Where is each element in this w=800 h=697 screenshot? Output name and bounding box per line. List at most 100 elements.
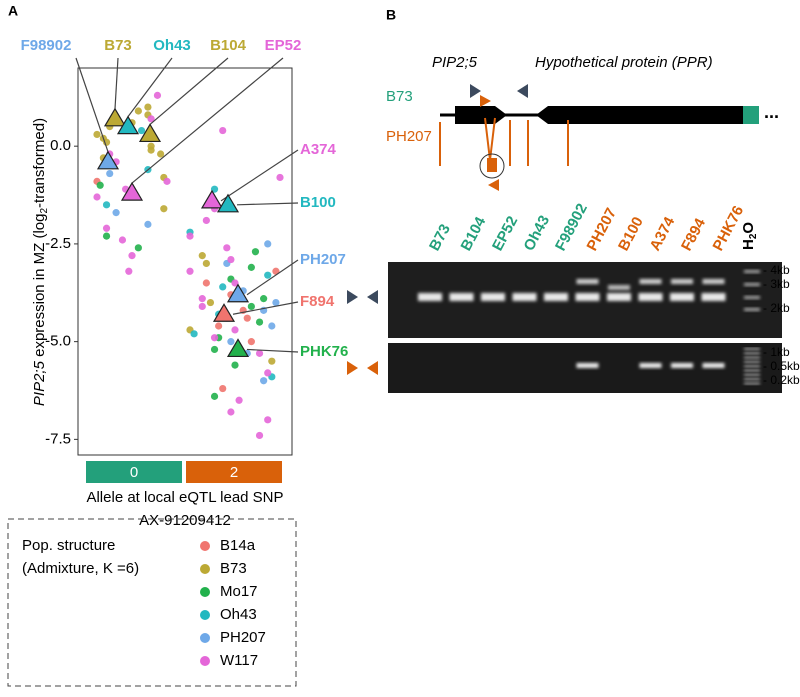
point (264, 240, 272, 248)
category-bar (86, 461, 182, 483)
point (186, 267, 194, 275)
highlight-label: Oh43 (153, 37, 191, 54)
legend-swatch (200, 541, 210, 551)
gel-band (607, 293, 631, 301)
highlight-label: F98902 (21, 37, 72, 54)
gel-band (512, 293, 537, 301)
gel-band (575, 293, 600, 301)
highlight-label: EP52 (265, 37, 302, 54)
point (231, 326, 239, 334)
point (190, 330, 198, 338)
point (163, 177, 171, 185)
point (137, 126, 146, 135)
point (247, 338, 255, 346)
ladder-band (744, 369, 760, 372)
legend-swatch (200, 564, 210, 574)
point (255, 431, 264, 440)
ladder-band (744, 348, 760, 350)
point (268, 357, 276, 365)
gel-band (670, 293, 694, 301)
x-tick-label: 2 (230, 464, 238, 481)
point (202, 216, 210, 225)
callout-line (232, 301, 299, 315)
gel-band (639, 279, 662, 284)
highlight-label: PH207 (300, 251, 346, 268)
highlight-triangle (226, 338, 250, 358)
point (227, 255, 235, 264)
point (243, 314, 251, 322)
point (235, 396, 243, 404)
point (102, 224, 111, 232)
gel-band (576, 363, 599, 368)
lane-label: EP52 (489, 213, 521, 253)
point (202, 279, 210, 287)
y-axis-label: PIP2;5 expression in MZ (log2-transforme… (31, 118, 50, 406)
point (210, 392, 219, 400)
callout-line (127, 57, 173, 117)
lane-label: Oh43 (521, 213, 554, 254)
ladder-band (744, 360, 760, 363)
ladder-band (744, 283, 760, 286)
primer-markers (347, 290, 378, 375)
legend-title: (Admixture, K =6) (22, 560, 139, 577)
point (219, 283, 227, 291)
size-marker: - 2kb (763, 301, 790, 315)
callout-line (220, 149, 299, 202)
y-label-part: 2 (39, 208, 50, 214)
point (251, 248, 260, 256)
legend-label: B14a (220, 537, 256, 554)
lane-label: A374 (647, 214, 679, 254)
panel-label: A (8, 3, 18, 19)
y-tick-label: 0.0 (50, 137, 71, 154)
legend-box (7, 518, 297, 687)
lane-label: H2O (740, 222, 759, 250)
y-tick-label: -7.5 (45, 430, 71, 447)
ladder-band (744, 382, 760, 385)
point (215, 322, 223, 330)
point (134, 244, 142, 252)
ladder-band (744, 365, 760, 368)
x-axis-label: Allele at local eQTL lead SNP (86, 489, 283, 506)
point (96, 181, 104, 189)
legend-swatch (200, 587, 210, 597)
gel-band (418, 293, 442, 301)
point (144, 220, 152, 228)
gel-band (702, 279, 725, 284)
line-label: B73 (386, 88, 413, 105)
callout-line (131, 57, 284, 184)
lane-label: B104 (458, 214, 490, 254)
point (219, 126, 227, 135)
point (219, 384, 227, 393)
gene-label: Hypothetical protein (PPR) (535, 54, 713, 71)
point (268, 322, 276, 330)
point (128, 252, 136, 260)
y-tick-label: -5.0 (45, 333, 71, 350)
point (260, 377, 268, 385)
point (227, 408, 235, 416)
callout-line (75, 57, 109, 153)
panel-label: B (386, 7, 396, 23)
point (93, 130, 101, 139)
callout-line (246, 348, 299, 353)
highlight-label: PHK76 (300, 343, 348, 360)
legend-label: Oh43 (220, 606, 257, 623)
size-marker: - 3kb (763, 277, 790, 291)
highlight-triangle (120, 181, 144, 201)
ladder-band (744, 352, 760, 355)
legend-swatch (200, 633, 210, 643)
size-marker: - 0.2kb (763, 373, 800, 387)
legend-label: B73 (220, 560, 247, 577)
legend-label: PH207 (220, 629, 266, 646)
gel-band (608, 285, 630, 290)
point (260, 295, 268, 303)
legend-title: Pop. structure (22, 537, 115, 554)
highlight-triangle (138, 123, 162, 143)
point (198, 302, 206, 311)
point (118, 236, 127, 244)
point (125, 267, 133, 275)
ladder-band (744, 270, 760, 273)
gel-band (671, 363, 693, 368)
y-label-part: -transformed) (31, 118, 48, 208)
point (231, 361, 239, 369)
